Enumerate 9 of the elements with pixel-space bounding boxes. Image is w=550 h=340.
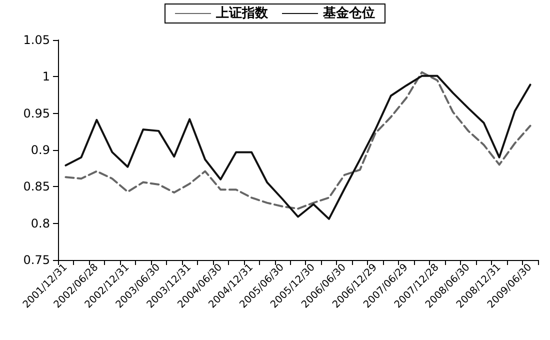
y-tick-label: 0.85 <box>23 180 50 194</box>
y-tick-label: 0.9 <box>30 143 50 157</box>
y-tick-label: 0.95 <box>23 106 50 120</box>
legend-label: 基金仓位 <box>322 6 375 21</box>
y-tick-label: 0.8 <box>30 216 50 230</box>
y-tick-label: 0.75 <box>23 253 50 267</box>
y-tick-label: 1.05 <box>23 33 50 47</box>
y-tick-label: 1 <box>42 70 50 84</box>
legend-label: 上证指数 <box>215 6 269 21</box>
